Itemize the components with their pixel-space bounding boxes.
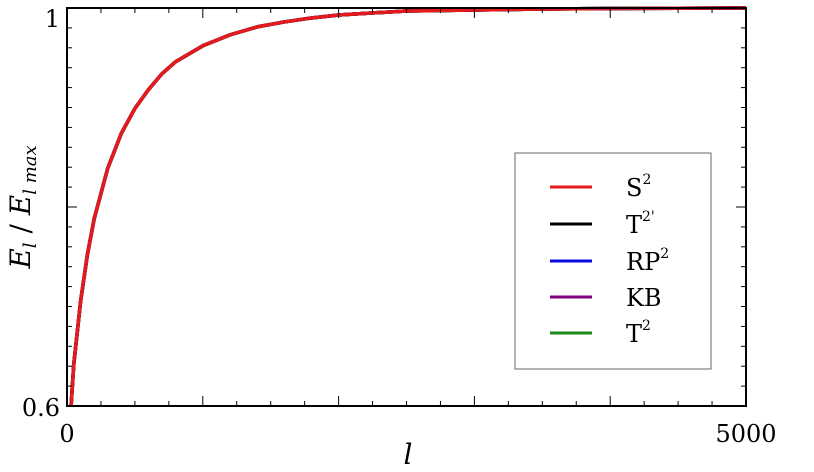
legend-box	[514, 152, 712, 370]
x-tick-label-left: 0	[59, 420, 74, 448]
legend-label-t2-base: T	[626, 320, 642, 348]
series-layer	[69, 6, 747, 407]
y-axis-label-sub1: l	[20, 242, 41, 248]
legend-label-s2: S2	[626, 172, 651, 202]
legend-label-kb-base: KB	[626, 284, 662, 312]
y-axis-label-sub2: l max	[20, 145, 41, 194]
legend-label-t2prime: T2'	[626, 209, 655, 239]
x-axis-label: l	[404, 438, 413, 471]
x-tick-label-right: 5000	[715, 420, 776, 448]
legend-label-t2: T2	[626, 318, 651, 348]
legend-label-t2prime-sup: 2'	[642, 209, 655, 225]
series-line-0	[69, 6, 747, 407]
legend-label-t2-sup: 2	[642, 318, 651, 334]
legend-label-t2prime-base: T	[626, 211, 642, 239]
y-tick-label-bottom: 0.6	[22, 394, 60, 422]
tick-layer	[67, 8, 746, 406]
legend: S2 T2' RP2 KB T2	[514, 152, 712, 370]
legend-label-rp2-base: RP	[626, 248, 660, 276]
y-axis-label-slash: /	[4, 215, 37, 242]
legend-label-rp2-sup: 2	[660, 246, 669, 262]
legend-label-s2-sup: 2	[642, 172, 651, 188]
y-tick-label-top: 1	[45, 5, 60, 33]
y-axis-label-main: E	[4, 248, 37, 269]
y-axis-label: El / El max	[4, 145, 41, 269]
legend-label-s2-base: S	[626, 174, 642, 202]
legend-label-kb: KB	[626, 284, 662, 312]
y-axis-label-main2: E	[4, 195, 37, 216]
legend-label-rp2: RP2	[626, 246, 669, 276]
